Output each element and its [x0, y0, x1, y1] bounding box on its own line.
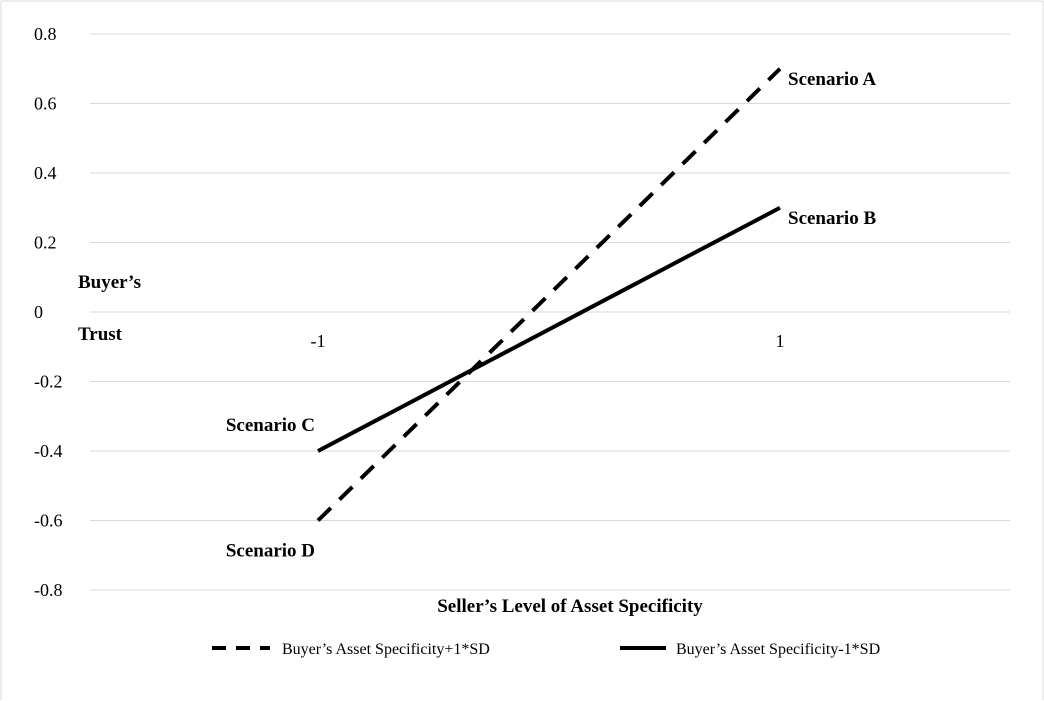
- y-tick-labels: 0.8 0.6 0.4 0.2 0 -0.2 -0.4 -0.6 -0.8: [34, 24, 63, 600]
- x-tick-label: 1: [776, 331, 785, 351]
- y-axis-label-line1: Buyer’s: [78, 272, 141, 293]
- scenario-label: Scenario B: [788, 208, 876, 229]
- series-lines: [316, 67, 782, 522]
- y-tick-label: 0: [34, 302, 43, 322]
- series-line-minus-1sd: [317, 205, 781, 453]
- y-tick-label: 0.8: [34, 24, 57, 44]
- series-line-plus-1sd: [316, 67, 782, 522]
- scenario-label: Scenario A: [788, 69, 876, 90]
- y-tick-label: 0.6: [34, 94, 57, 114]
- y-tick-label: -0.2: [34, 372, 63, 392]
- scenario-label: Scenario D: [226, 541, 315, 562]
- legend-label: Buyer’s Asset Specificity-1*SD: [676, 641, 880, 658]
- y-tick-label: 0.4: [34, 163, 57, 183]
- scenario-annotations: Scenario A Scenario B Scenario C Scenario D: [226, 69, 877, 562]
- y-tick-label: -0.8: [34, 580, 63, 600]
- x-tick-labels: -1 1: [311, 331, 785, 351]
- gridlines: [90, 33, 1010, 591]
- y-tick-label: -0.6: [34, 511, 63, 531]
- y-tick-label: 0.2: [34, 233, 57, 253]
- x-tick-label: -1: [311, 331, 326, 351]
- legend: Buyer’s Asset Specificity+1*SD Buyer’s As…: [212, 641, 880, 658]
- y-axis-label-line2: Trust: [78, 324, 123, 345]
- y-tick-label: -0.4: [34, 441, 63, 461]
- scenario-label: Scenario C: [226, 415, 315, 436]
- x-axis-label: Seller’s Level of Asset Specificity: [437, 596, 703, 617]
- legend-label: Buyer’s Asset Specificity+1*SD: [282, 641, 490, 658]
